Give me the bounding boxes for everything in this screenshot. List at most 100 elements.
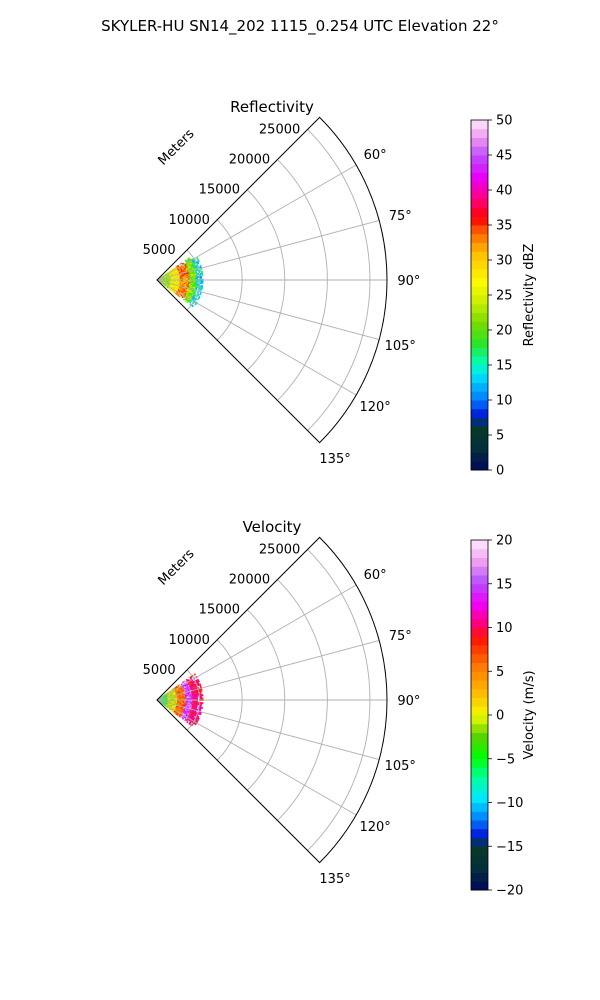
colorbar-segment <box>471 347 488 357</box>
colorbar-segment <box>471 181 488 191</box>
radar-gate <box>181 717 185 720</box>
colorbar-segment <box>471 382 488 392</box>
colorbar-segment <box>471 811 488 821</box>
polar-axes-frame <box>156 116 388 444</box>
colorbar-segment <box>471 146 488 156</box>
velocity-colorbar: −20 −15 −10 −5 0 5 10 15 20 <box>470 534 523 899</box>
colorbar-segment <box>471 741 488 751</box>
colorbar-tick-label: 50 <box>496 114 513 129</box>
reflectivity-colorbar-label: Reflectivity dBZ <box>522 244 537 347</box>
azimuth-tick-label: 105° <box>385 339 416 354</box>
colorbar-segment <box>471 872 488 882</box>
radar-gate <box>200 277 203 280</box>
colorbar-segment <box>471 767 488 777</box>
colorbar-segment <box>471 277 488 287</box>
colorbar-segment <box>471 338 488 348</box>
colorbar-tick-label: 15 <box>496 359 513 374</box>
reflectivity-title: Reflectivity <box>230 98 314 116</box>
azimuth-gridline <box>156 699 380 760</box>
azimuth-tick-label: 60° <box>364 568 387 583</box>
colorbar-segment <box>471 627 488 637</box>
colorbar-segment <box>471 155 488 165</box>
reflectivity-range-label: Meters <box>156 126 198 168</box>
radar-gate <box>201 697 204 700</box>
colorbar-tick-label: −20 <box>496 884 523 899</box>
azimuth-tick-label: 90° <box>397 694 420 709</box>
azimuth-tick-label: 135° <box>319 872 350 887</box>
azimuth-tick-label: 105° <box>385 759 416 774</box>
radar-gate <box>178 295 181 298</box>
azimuth-gridline <box>156 164 357 281</box>
reflectivity-colorbar: 0 5 10 15 20 25 30 35 40 45 50 <box>470 114 513 479</box>
colorbar-segment <box>471 601 488 611</box>
radar-gate <box>200 706 204 710</box>
colorbar-segment <box>471 365 488 375</box>
colorbar-segment <box>471 225 488 235</box>
colorbar-segment <box>471 793 488 803</box>
azimuth-gridline <box>156 279 357 396</box>
radar-gate <box>197 273 200 276</box>
colorbar-tick-label: −5 <box>496 752 515 767</box>
velocity-panel: Velocity Meters 5000 10000 15000 20000 25000… <box>143 518 537 899</box>
colorbar-tick-label: −15 <box>496 840 523 855</box>
reflectivity-grid <box>156 116 388 444</box>
colorbar-tick-label: 5 <box>496 429 504 444</box>
range-tick-label: 25000 <box>259 542 300 557</box>
range-tick-label: 10000 <box>169 633 210 648</box>
colorbar-segment <box>471 802 488 812</box>
colorbar-tick-label: 15 <box>496 577 513 592</box>
colorbar-segment <box>471 163 488 173</box>
colorbar-segment <box>471 207 488 217</box>
radar-gate <box>200 689 203 692</box>
colorbar-segment <box>471 645 488 655</box>
colorbar-segment <box>471 137 488 147</box>
colorbar-segment <box>471 461 488 471</box>
radar-gate <box>193 673 197 676</box>
colorbar-segment <box>471 391 488 401</box>
colorbar-segment <box>471 846 488 856</box>
velocity-colorbar-label: Velocity (m/s) <box>522 670 537 759</box>
colorbar-segment <box>471 330 488 340</box>
velocity-title: Velocity <box>243 518 302 536</box>
colorbar-tick-label: 10 <box>496 621 513 636</box>
colorbar-segment <box>471 583 488 593</box>
radar-gate <box>195 298 199 301</box>
range-tick-label: 15000 <box>199 603 240 618</box>
radar-gate <box>201 282 204 285</box>
range-tick-label: 15000 <box>199 183 240 198</box>
velocity-theta-tick-labels: 60° 75° 90° 105° 120° 135° <box>319 568 420 887</box>
radar-gate <box>191 304 195 308</box>
colorbar-segment <box>471 776 488 786</box>
range-tick-label: 20000 <box>229 573 270 588</box>
radar-gate <box>201 694 204 697</box>
azimuth-gridline <box>156 640 380 701</box>
azimuth-tick-label: 120° <box>359 820 390 835</box>
colorbar-segment <box>471 128 488 138</box>
radar-gate <box>199 292 202 296</box>
azimuth-tick-label: 135° <box>319 452 350 467</box>
colorbar-segment <box>471 120 488 130</box>
colorbar-segment <box>471 785 488 795</box>
radar-gate <box>201 702 204 705</box>
range-tick-label: 5000 <box>143 663 176 678</box>
colorbar-segment <box>471 750 488 760</box>
colorbar-segment <box>471 356 488 366</box>
colorbar-segment <box>471 426 488 436</box>
range-tick-label: 10000 <box>169 213 210 228</box>
radar-gate <box>194 302 197 306</box>
colorbar-tick-label: 25 <box>496 289 513 304</box>
azimuth-gridline <box>156 584 357 701</box>
range-tick-label: 20000 <box>229 153 270 168</box>
radar-gate <box>201 274 204 277</box>
azimuth-gridline <box>156 220 380 281</box>
radar-gate <box>183 719 187 722</box>
colorbar-segment <box>471 618 488 628</box>
radar-gate <box>197 293 200 297</box>
colorbar-segment <box>471 190 488 200</box>
radar-gate <box>197 297 200 300</box>
colorbar-tick-label: 0 <box>496 709 504 724</box>
colorbar-segment <box>471 837 488 847</box>
colorbar-segment <box>471 653 488 663</box>
azimuth-tick-label: 120° <box>359 400 390 415</box>
